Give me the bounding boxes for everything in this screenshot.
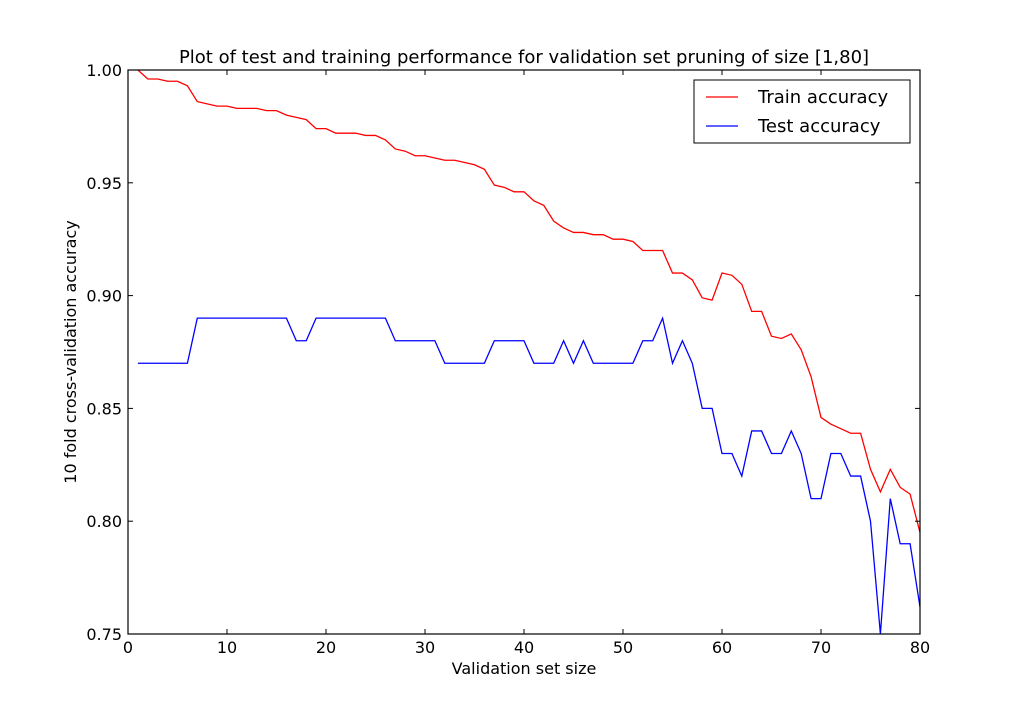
x-tick-label: 40 bbox=[514, 638, 534, 657]
chart-title: Plot of test and training performance fo… bbox=[179, 47, 869, 68]
x-axis-label: Validation set size bbox=[452, 659, 597, 678]
series-line-test bbox=[137, 316, 921, 635]
series-group bbox=[137, 69, 921, 635]
ticks-group: 0 10 20 30 40 50 60 70 80 0.75 0.80 0.85 0.90 0.95 1.0… bbox=[86, 61, 930, 657]
legend-label-test: Test accuracy bbox=[757, 116, 881, 137]
x-tick-label: 30 bbox=[415, 638, 435, 657]
y-tick-label: 1.00 bbox=[86, 61, 122, 80]
y-tick-label: 0.85 bbox=[86, 399, 122, 418]
y-tick-label: 0.80 bbox=[86, 512, 122, 531]
x-tick-label: 80 bbox=[910, 638, 930, 657]
legend: Train accuracy Test accuracy bbox=[693, 79, 911, 144]
y-tick-label: 0.75 bbox=[86, 625, 122, 644]
x-tick-label: 60 bbox=[712, 638, 732, 657]
x-tick-label: 50 bbox=[613, 638, 633, 657]
x-tick-label: 70 bbox=[811, 638, 831, 657]
legend-box bbox=[693, 79, 911, 144]
y-tick-label: 0.90 bbox=[86, 287, 122, 306]
legend-label-train: Train accuracy bbox=[757, 87, 888, 108]
x-tick-label: 10 bbox=[217, 638, 237, 657]
x-tick-label: 20 bbox=[316, 638, 336, 657]
x-tick-label: 0 bbox=[123, 638, 133, 657]
y-axis-label: 10 fold cross-validation accuracy bbox=[61, 220, 80, 483]
series-line-train bbox=[137, 69, 921, 533]
y-tick-label: 0.95 bbox=[86, 174, 122, 193]
